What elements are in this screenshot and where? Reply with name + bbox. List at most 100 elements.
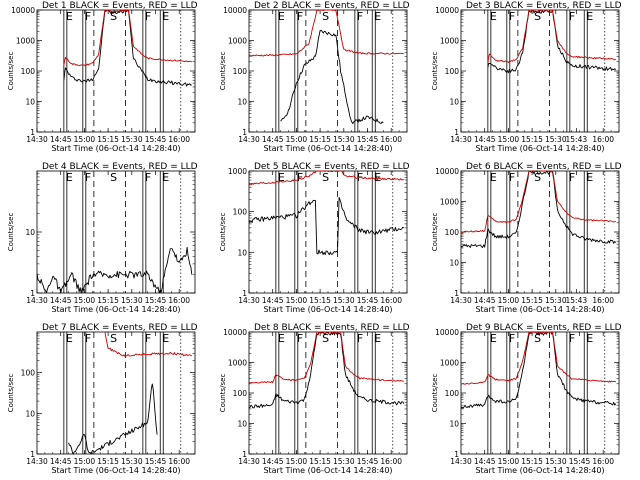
x-tick-label: 15:15: [521, 296, 543, 305]
y-tick-label: 10000: [11, 6, 35, 15]
x-tick-label: 15:45: [145, 457, 167, 466]
x-tick-label: 14:30: [238, 135, 260, 144]
phase-marker-label: S: [534, 171, 541, 184]
x-tick-label: 15:30: [121, 457, 143, 466]
panel-det-1: Det 1 BLACK = Events, RED = LLD 14:30 14:4…: [7, 1, 198, 153]
chart-title: Det 1 BLACK = Events, RED = LLD: [42, 1, 198, 11]
y-axis-label: Counts/sec: [431, 213, 439, 252]
panel-det-7: Det 7 BLACK = Events, RED = LLD 14:30 14:4…: [7, 323, 198, 475]
panel-det-2: Det 2 BLACK = Events, RED = LLD 14:30 14:4…: [219, 1, 410, 153]
x-tick-label: 16:00: [168, 135, 190, 144]
x-tick-label: 16:00: [592, 135, 614, 144]
y-tick-label: 1: [30, 289, 35, 298]
x-tick-label: 15:00: [498, 296, 520, 305]
x-tick-label: 14:45: [50, 457, 72, 466]
plot-frame: [36, 331, 196, 455]
phase-marker-label: S: [534, 10, 541, 23]
y-tick-label: 10: [237, 420, 247, 429]
y-tick-label: 1: [242, 289, 247, 298]
x-tick-label: 16:00: [168, 457, 190, 466]
x-tick-label: 14:45: [474, 296, 496, 305]
series-line-red: [487, 9, 616, 64]
y-axis-label: Counts/sec: [7, 52, 15, 91]
phase-marker-label: E: [66, 171, 73, 184]
phase-marker-label: F: [85, 332, 91, 345]
plot-frame: [460, 331, 620, 455]
x-axis-label: Start Time (06-Oct-14 14:28:40): [263, 466, 392, 475]
y-tick-label: 1: [242, 128, 247, 137]
x-tick-label: 15:30: [333, 296, 355, 305]
chart-title: Det 8 BLACK = Events, RED = LLD: [254, 323, 410, 333]
x-tick-label: 14:30: [26, 135, 48, 144]
panel-det-5: Det 5 BLACK = Events, RED = LLD 14:30 14:4…: [219, 162, 410, 314]
phase-marker-label: E: [66, 10, 73, 23]
plot-frame: [36, 9, 196, 133]
y-tick-label: 100: [21, 369, 36, 378]
series-line-black: [248, 331, 405, 409]
y-tick-label: 1000: [228, 167, 247, 176]
y-tick-label: 10: [449, 259, 459, 268]
x-tick-label: 14:30: [238, 457, 260, 466]
y-axis-label: Counts/sec: [431, 52, 439, 91]
series-line-red: [248, 170, 404, 186]
x-tick-label: 15:30: [545, 296, 567, 305]
plot-frame: [460, 9, 620, 133]
phase-marker-label: E: [490, 332, 497, 345]
y-tick-label: 1: [454, 289, 459, 298]
phase-marker-label: E: [278, 10, 285, 23]
phase-marker-label: F: [357, 332, 363, 345]
x-tick-label: 15:00: [74, 296, 96, 305]
phase-marker-label: F: [85, 171, 91, 184]
x-tick-label: 15:00: [498, 457, 520, 466]
phase-marker-label: E: [586, 10, 593, 23]
phase-marker-label: F: [145, 171, 151, 184]
phase-marker-label: F: [509, 332, 515, 345]
y-tick-label: 1000: [440, 37, 459, 46]
y-tick-label: 100: [21, 67, 36, 76]
x-tick-label: 15:45: [145, 135, 167, 144]
panel-det-9: Det 9 BLACK = Events, RED = LLD 14:30 14:4…: [431, 323, 622, 475]
phase-marker-label: F: [569, 10, 575, 23]
x-tick-label: 16:00: [380, 296, 402, 305]
y-tick-label: 10: [449, 420, 459, 429]
x-axis-label: Start Time (06-Oct-14 14:28:40): [475, 305, 604, 314]
x-tick-label: 15:15: [97, 135, 119, 144]
series-line-black: [280, 29, 384, 125]
phase-marker-label: F: [297, 332, 303, 345]
chart-title: Det 6 BLACK = Events, RED = LLD: [466, 162, 622, 172]
y-tick-label: 1: [30, 450, 35, 459]
phase-marker-label: F: [569, 332, 575, 345]
phase-marker-label: E: [374, 171, 381, 184]
x-tick-label: 15:30: [545, 457, 567, 466]
y-tick-label: 1000: [16, 37, 35, 46]
plot-frame: [248, 170, 408, 294]
y-tick-label: 1000: [440, 198, 459, 207]
x-tick-label: 15:00: [74, 135, 96, 144]
phase-marker-label: E: [586, 332, 593, 345]
x-tick-label: 16:00: [592, 457, 614, 466]
y-tick-label: 1: [454, 128, 459, 137]
series-line-black: [36, 246, 193, 294]
y-tick-label: 10000: [223, 6, 247, 15]
x-axis-label: Start Time (06-Oct-14 14:28:40): [51, 305, 180, 314]
y-tick-label: 100: [445, 228, 460, 237]
x-tick-label: 15:30: [333, 457, 355, 466]
x-tick-label: 15:30: [121, 296, 143, 305]
phase-marker-label: E: [490, 10, 497, 23]
x-tick-label: 15:43: [566, 135, 588, 144]
x-axis-label: Start Time (06-Oct-14 14:28:40): [263, 144, 392, 153]
plot-frame: [248, 9, 408, 133]
y-axis-label: Counts/sec: [431, 374, 439, 413]
y-axis-label: Counts/sec: [219, 213, 227, 252]
series-line-black: [487, 9, 617, 74]
phase-marker-label: E: [162, 10, 169, 23]
phase-marker-label: E: [374, 10, 381, 23]
x-tick-label: 15:15: [97, 296, 119, 305]
phase-marker-label: E: [490, 171, 497, 184]
x-tick-label: 14:30: [450, 457, 472, 466]
phase-marker-label: S: [110, 171, 117, 184]
x-tick-label: 14:30: [450, 296, 472, 305]
x-tick-label: 16:00: [380, 457, 402, 466]
y-tick-label: 1: [242, 450, 247, 459]
phase-marker-label: F: [297, 10, 303, 23]
